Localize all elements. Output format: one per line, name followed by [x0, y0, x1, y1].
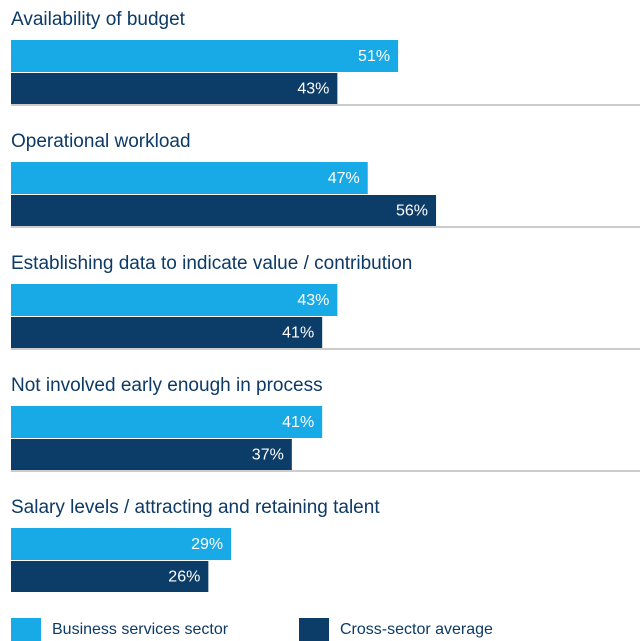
bar [11, 406, 323, 438]
bar [11, 40, 399, 72]
category-label: Availability of budget [11, 9, 186, 30]
bar [11, 528, 232, 560]
bar [11, 162, 368, 194]
bar [11, 73, 338, 104]
legend-swatch [299, 618, 329, 641]
value-label: 47% [328, 170, 360, 187]
category-label: Establishing data to indicate value / co… [11, 253, 412, 274]
legend-label: Cross-sector average [340, 621, 493, 638]
value-label: 37% [252, 447, 284, 464]
bar [11, 439, 292, 470]
category-label: Operational workload [11, 131, 191, 152]
bar [11, 284, 338, 316]
legend-label: Business services sector [52, 621, 229, 638]
value-label: 41% [282, 325, 314, 342]
bar [11, 195, 437, 226]
legend-swatch [11, 618, 41, 641]
value-label: 41% [282, 414, 314, 431]
value-label: 26% [168, 569, 200, 586]
value-label: 43% [297, 81, 329, 98]
bar [11, 317, 323, 348]
value-label: 56% [396, 203, 428, 220]
category-label: Not involved early enough in process [11, 375, 323, 396]
value-label: 51% [358, 48, 390, 65]
value-label: 43% [297, 292, 329, 309]
category-label: Salary levels / attracting and retaining… [11, 497, 380, 518]
bar [11, 561, 209, 592]
value-label: 29% [191, 536, 223, 553]
